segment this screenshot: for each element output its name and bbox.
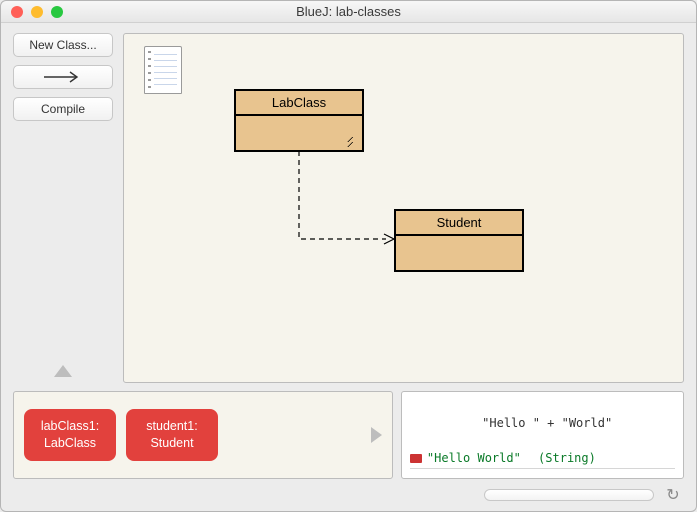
- progress-bar: [484, 489, 654, 501]
- object-bench[interactable]: labClass1: LabClass student1: Student: [13, 391, 393, 479]
- codepad-result: "Hello World": [427, 450, 521, 467]
- object-card[interactable]: labClass1: LabClass: [24, 409, 116, 461]
- content-area: New Class... Compile LabClass: [1, 23, 696, 511]
- class-diagram-canvas[interactable]: LabClass Student: [123, 33, 684, 383]
- app-window: BlueJ: lab-classes New Class... Compile: [0, 0, 697, 512]
- object-name: labClass1:: [41, 418, 99, 435]
- sidebar: New Class... Compile: [13, 33, 113, 383]
- codepad-result-type: (String): [538, 450, 596, 467]
- close-icon[interactable]: [11, 6, 23, 18]
- uses-arrow-button[interactable]: [13, 65, 113, 89]
- expand-up-icon[interactable]: [54, 365, 72, 377]
- result-icon: [410, 454, 422, 463]
- object-name: student1:: [146, 418, 197, 435]
- window-controls: [11, 6, 63, 18]
- dependency-arrow: [124, 34, 683, 382]
- class-box-student[interactable]: Student: [394, 209, 524, 272]
- object-class: LabClass: [44, 435, 96, 452]
- code-pad[interactable]: "Hello " + "World" "Hello World" (String…: [401, 391, 684, 479]
- new-class-button[interactable]: New Class...: [13, 33, 113, 57]
- readme-icon[interactable]: [144, 46, 182, 94]
- class-box-labclass[interactable]: LabClass: [234, 89, 364, 152]
- upper-row: New Class... Compile LabClass: [13, 33, 684, 383]
- compile-button[interactable]: Compile: [13, 97, 113, 121]
- codepad-input[interactable]: [410, 468, 675, 478]
- expand-right-icon[interactable]: [371, 427, 382, 443]
- lower-row: labClass1: LabClass student1: Student "H…: [13, 391, 684, 479]
- redo-icon[interactable]: ↻: [662, 487, 684, 503]
- class-name-label: LabClass: [236, 91, 362, 116]
- class-body: [396, 236, 522, 270]
- object-class: Student: [150, 435, 193, 452]
- arrow-icon: [42, 71, 84, 83]
- object-card[interactable]: student1: Student: [126, 409, 218, 461]
- codepad-input-line: "Hello " + "World": [410, 398, 675, 450]
- title-bar[interactable]: BlueJ: lab-classes: [1, 1, 696, 23]
- codepad-expr: "Hello " + "World": [482, 416, 612, 430]
- maximize-icon[interactable]: [51, 6, 63, 18]
- class-body: [236, 116, 362, 150]
- minimize-icon[interactable]: [31, 6, 43, 18]
- codepad-result-line: "Hello World" (String): [410, 450, 675, 467]
- sidebar-spacer: [13, 129, 113, 357]
- status-bar: ↻: [13, 485, 684, 505]
- class-name-label: Student: [396, 211, 522, 236]
- window-title: BlueJ: lab-classes: [9, 4, 688, 19]
